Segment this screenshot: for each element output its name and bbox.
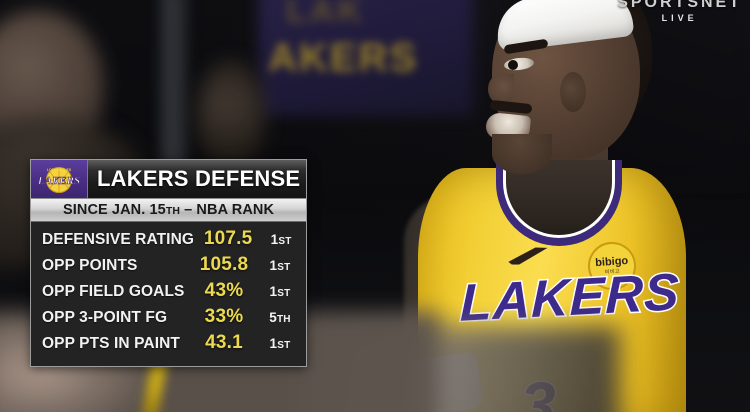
stat-value: 105.8 [199,254,249,275]
stat-rank-number: 5 [269,310,277,325]
jersey-wordmark: LAKERS [458,262,682,335]
lakers-logo: LAKERS LOS ANGELES [31,160,88,198]
blurred-background-figure [196,60,266,170]
stat-label: OPP 3-POINT FG [42,309,168,326]
player-ear [560,72,586,112]
graphic-header: LAKERS LOS ANGELES LAKERS DEFENSE [31,160,306,199]
stat-rank-suffix: ST [278,236,292,247]
svg-text:LOS ANGELES: LOS ANGELES [47,168,72,172]
graphic-subtitle-bar: SINCE JAN. 15TH – NBA RANK [31,199,306,222]
stat-rank: 1ST [260,336,300,351]
player-pupil [508,60,518,70]
stat-rank-suffix: ST [277,340,291,351]
stat-row: OPP POINTS 105.8 1ST [31,254,306,280]
network-bug: SPORTSNET LIVE [617,0,742,23]
stat-value: 107.5 [203,228,253,249]
stat-rank: 1ST [262,232,300,247]
stat-rank-number: 1 [269,336,278,351]
stat-rank-number: 1 [270,232,279,247]
stat-row: OPP 3-POINT FG 33% 5TH [31,306,306,332]
stat-row: OPP FIELD GOALS 43% 1ST [31,280,306,306]
graphic-subtitle: SINCE JAN. 15TH – NBA RANK [63,202,274,218]
stat-value: 43.1 [205,332,243,353]
stat-rank-number: 1 [269,284,278,299]
subtitle-tail: – NBA RANK [180,202,275,218]
stat-rank: 5TH [260,310,300,325]
subtitle-ordinal-suffix: TH [165,205,181,217]
stat-label: OPP POINTS [42,257,138,274]
blurred-lakers-banner [258,0,473,116]
stats-graphic-panel: LAKERS LOS ANGELES LAKERS DEFENSE SINCE … [30,159,307,367]
blurred-arena-pillar [160,0,188,180]
stat-rank-number: 1 [269,258,278,273]
subtitle-main: SINCE JAN. 15 [62,202,166,218]
stat-label: OPP FIELD GOALS [42,283,185,300]
stat-rows: DEFENSIVE RATING 107.5 1ST OPP POINTS 10… [31,222,306,366]
blurred-banner-text: AKERS [268,36,419,80]
stat-label: DEFENSIVE RATING [42,231,195,248]
live-indicator: LIVE [661,13,698,23]
network-name: SPORTSNET [617,0,742,11]
stat-value: 43% [204,280,244,301]
stat-rank: 1ST [260,284,300,299]
blurred-banner-text-top: LAK [286,0,365,30]
stat-rank-suffix: ST [277,262,291,273]
stat-row: OPP PTS IN PAINT 43.1 1ST [31,332,306,358]
player-chin [492,134,552,174]
stat-rank-suffix: ST [277,288,291,299]
stat-value: 33% [204,306,244,327]
svg-text:LAKERS: LAKERS [37,175,80,187]
stat-rank: 1ST [260,258,300,273]
stat-row: DEFENSIVE RATING 107.5 1ST [31,228,306,254]
player-nose [488,74,514,104]
stat-label: OPP PTS IN PAINT [42,335,180,352]
stat-rank-suffix: TH [276,314,291,325]
graphic-title: LAKERS DEFENSE [97,166,301,191]
